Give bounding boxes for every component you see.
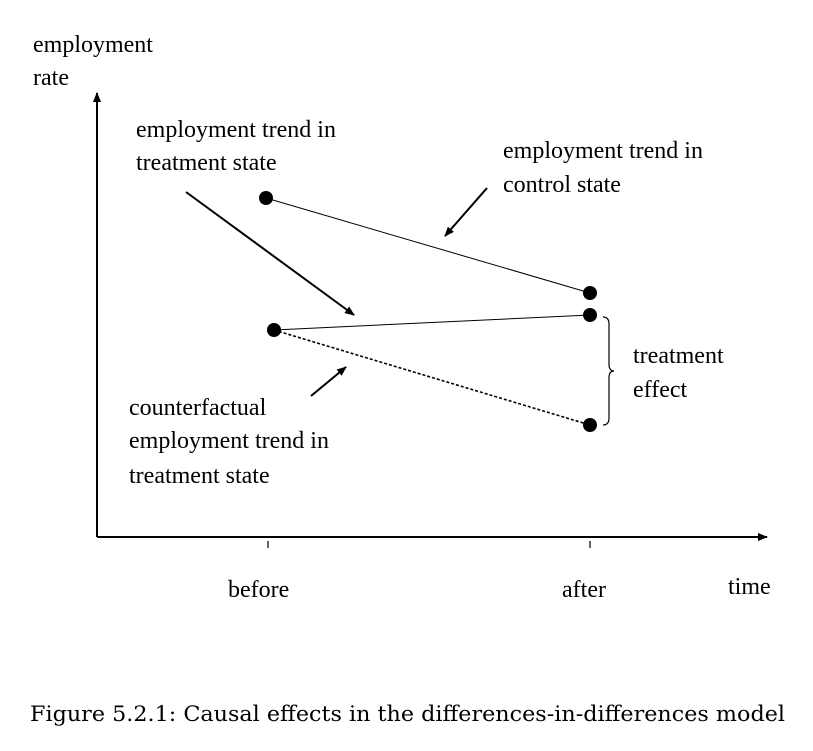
control-trend-label-line2: control state	[503, 172, 621, 198]
counterfactual-trend-line	[273, 329, 591, 426]
treatment-trend-arrow	[185, 191, 355, 316]
treatment-effect-label-line1: treatment	[633, 343, 724, 369]
treatment-trend-label-line1: employment trend in	[136, 117, 336, 143]
control-before-point	[259, 191, 273, 205]
treatment-effect-label-line2: effect	[633, 377, 688, 403]
figure-caption: Figure 5.2.1: Causal effects in the diff…	[30, 702, 785, 727]
treatment-effect-brace	[602, 316, 615, 426]
x-axis-label: time	[728, 574, 771, 600]
treatment-trend-label-line2: treatment state	[136, 150, 277, 176]
y-axis-label-line1: employment	[33, 32, 153, 58]
x-tick-label-before: before	[228, 577, 289, 603]
counterfactual-trend-arrow	[310, 366, 347, 397]
counterfactual-label-line3: treatment state	[129, 463, 270, 489]
x-tick-label-after: after	[562, 577, 606, 603]
treatment-after-point	[583, 308, 597, 322]
treatment-before-point	[267, 323, 281, 337]
control-trend-label-line1: employment trend in	[503, 138, 703, 164]
y-axis-label-line2: rate	[33, 65, 69, 91]
control-after-point	[583, 286, 597, 300]
counterfactual-label-line1: counterfactual	[129, 395, 267, 421]
counterfactual-label-line2: employment trend in	[129, 428, 329, 454]
treatment-trend-line	[273, 314, 591, 331]
counterfactual-after-point	[583, 418, 597, 432]
control-trend-line	[265, 197, 591, 294]
control-trend-arrow	[444, 187, 488, 237]
